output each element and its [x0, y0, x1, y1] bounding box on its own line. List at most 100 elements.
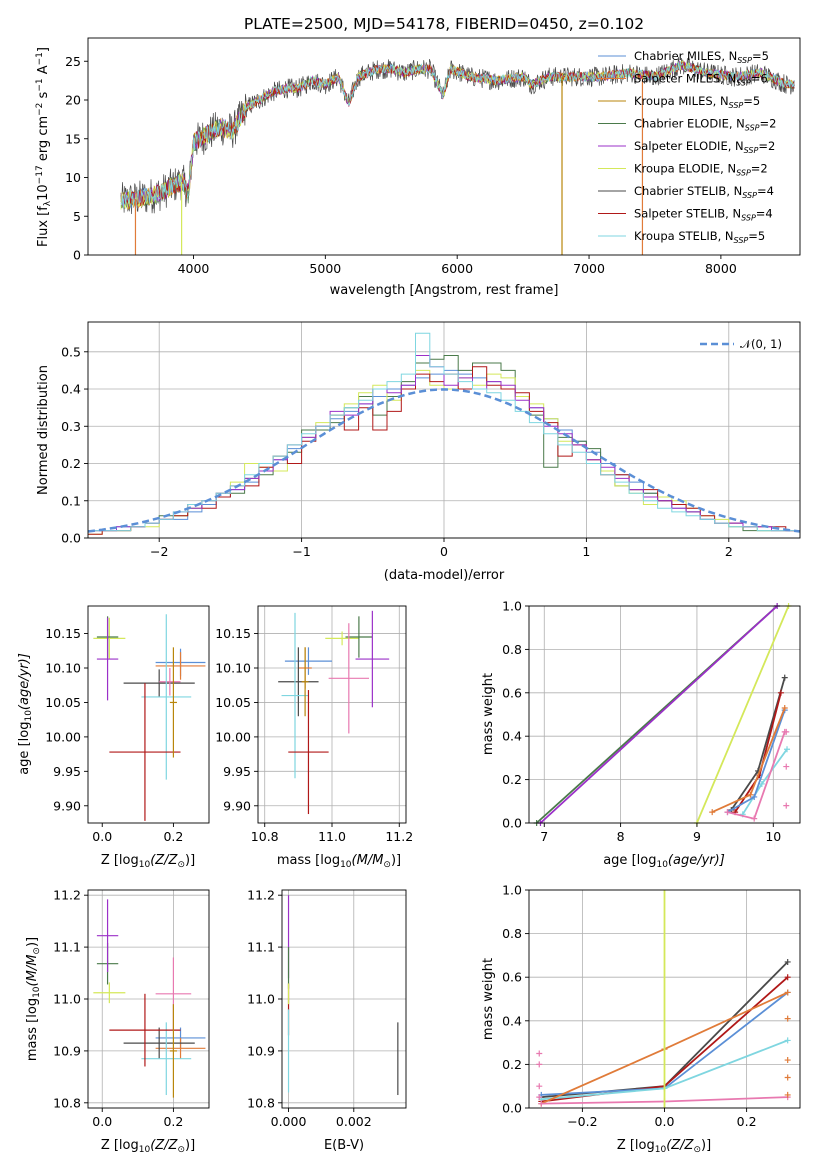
- legend-label: Salpeter MILES, NSSP=6: [634, 72, 768, 88]
- legend-label: Chabrier ELODIE, NSSP=2: [634, 117, 776, 133]
- x-tick-label: 11.2: [385, 829, 413, 844]
- weight-z-point: [536, 1094, 543, 1101]
- x-tick-label: 6000: [441, 261, 473, 276]
- y-tick-label: 10.9: [247, 1043, 275, 1058]
- weight-age-point: [747, 791, 754, 798]
- x-tick-label: 9: [693, 829, 701, 844]
- y-tick-label: 10.9: [53, 1043, 81, 1058]
- spectrum-ticks: 4000 5000 6000 7000 8000 0 5 10 15 20 25: [65, 54, 737, 276]
- spectrum-lines: [120, 56, 795, 255]
- mass-vs-ebv-grid: [282, 890, 406, 1108]
- legend-label: Salpeter STELIB, NSSP=4: [634, 207, 773, 223]
- age-vs-z-errorbars: [93, 614, 206, 821]
- spectrum-xlabel: wavelength [Angstrom, rest frame]: [330, 283, 559, 298]
- residual-legend: 𝒩(0, 1): [700, 337, 782, 351]
- legend-label: Salpeter ELODIE, NSSP=2: [634, 139, 775, 155]
- x-tick-label: 10.8: [251, 829, 279, 844]
- weight-age-point: [709, 809, 716, 816]
- weight-vs-age-lines: [533, 603, 792, 826]
- weight-age-point: [751, 815, 758, 822]
- y-tick-label: 0.4: [502, 729, 522, 744]
- y-tick-label: 25: [65, 54, 81, 69]
- y-tick-label: 0.0: [502, 816, 522, 831]
- spectrum-line-kroupa-miles: [120, 61, 795, 209]
- weight-z-point: [784, 1015, 791, 1022]
- age-vs-z-panel: 0.0 0.2 9.90 9.95 10.00 10.05 10.10 10.15 Z [lo…: [17, 605, 210, 870]
- mass-vs-ebv-panel: 0.000 0.002 10.8 10.9 11.0 11.1 11.2 E(B-V): [247, 888, 407, 1153]
- weight-vs-z-xlabel: Z [log10(Z/Z⊙)]: [617, 1138, 711, 1155]
- x-tick-label: 7000: [573, 261, 605, 276]
- weight-age-point: [751, 793, 758, 800]
- weight-age-point: [758, 780, 765, 787]
- y-tick-label: 10.10: [215, 661, 251, 676]
- y-tick-label: 10.00: [215, 729, 251, 744]
- y-tick-label: 0.1: [61, 493, 81, 508]
- weight-age-line: [727, 731, 786, 820]
- weight-vs-z-ticks: −0.2 0.0 0.2 0.0 0.2 0.4 0.6 0.8 1.0: [502, 883, 756, 1130]
- spectrum-legend: Chabrier MILES, NSSP=5 Salpeter MILES, NS…: [598, 49, 776, 245]
- weight-age-point: [781, 674, 788, 681]
- y-tick-label: 0.0: [61, 531, 81, 546]
- y-tick-label: 11.2: [53, 888, 81, 903]
- weight-age-point: [777, 689, 784, 696]
- y-tick-label: 11.0: [53, 992, 81, 1007]
- y-tick-label: 0.3: [61, 419, 81, 434]
- y-tick-label: 11.0: [247, 992, 275, 1007]
- x-tick-label: 10: [765, 829, 781, 844]
- y-tick-label: 15: [65, 131, 81, 146]
- y-tick-label: 1.0: [502, 599, 522, 614]
- age-vs-z-ylabel: age [log10(age/yr)]: [17, 653, 34, 775]
- legend-label: Kroupa MILES, NSSP=5: [634, 94, 760, 110]
- weight-age-point: [783, 763, 790, 770]
- mass-vs-z-ylabel: mass [log10(M/M⊙)]: [25, 937, 42, 1061]
- weight-z-point: [784, 1091, 791, 1098]
- weight-z-point: [536, 1050, 543, 1057]
- weight-vs-age-xlabel: age [log10(age/yr)]: [603, 853, 725, 870]
- mass-vs-ebv-xlabel: E(B-V): [324, 1138, 364, 1153]
- y-tick-label: 1.0: [502, 883, 522, 898]
- x-tick-label: 0.0: [655, 1114, 675, 1129]
- weight-z-point: [538, 1100, 545, 1107]
- weight-z-point: [784, 1074, 791, 1081]
- x-tick-label: 0.2: [163, 829, 183, 844]
- weight-z-point: [784, 989, 791, 996]
- mass-vs-ebv-errorbars: [287, 895, 399, 1096]
- y-tick-label: 0.4: [61, 382, 81, 397]
- x-tick-label: 5000: [309, 261, 341, 276]
- y-tick-label: 0.5: [61, 344, 81, 359]
- weight-z-point: [784, 1057, 791, 1064]
- weight-vs-age-ticks: 7 8 9 10 0.0 0.2 0.4 0.6 0.8 1.0: [502, 599, 781, 845]
- spectrum-line-kroupa-stelib: [120, 61, 795, 209]
- normal-legend-label: 𝒩(0, 1): [740, 337, 782, 351]
- y-tick-label: 9.90: [223, 798, 251, 813]
- y-tick-label: 9.90: [53, 798, 81, 813]
- x-tick-label: 0.2: [737, 1114, 757, 1129]
- y-tick-label: 10.05: [45, 695, 81, 710]
- y-tick-label: 5: [73, 209, 81, 224]
- weight-age-point: [783, 728, 790, 735]
- x-tick-label: 4000: [178, 261, 210, 276]
- y-tick-label: 11.2: [247, 888, 275, 903]
- x-tick-label: −1: [292, 544, 310, 559]
- y-tick-label: 0.2: [502, 772, 522, 787]
- x-tick-label: 1: [582, 544, 590, 559]
- weight-z-point: [536, 1061, 543, 1068]
- legend-label: Kroupa STELIB, NSSP=5: [634, 229, 765, 245]
- weight-vs-age-ylabel: mass weight: [481, 673, 496, 755]
- y-tick-label: 10.8: [247, 1095, 275, 1110]
- age-vs-z-ticks: 0.0 0.2 9.90 9.95 10.00 10.05 10.10 10.15: [45, 626, 183, 844]
- legend-label: Chabrier STELIB, NSSP=4: [634, 184, 774, 200]
- age-vs-z-frame: [87, 605, 210, 824]
- y-tick-label: 9.95: [223, 764, 251, 779]
- y-tick-label: 11.1: [53, 940, 81, 955]
- y-tick-label: 10.15: [45, 626, 81, 641]
- spectrum-panel: PLATE=2500, MJD=54178, FIBERID=0450, z=0…: [35, 15, 801, 298]
- y-tick-label: 0.6: [502, 685, 522, 700]
- x-tick-label: 2: [725, 544, 733, 559]
- weight-age-point: [724, 809, 731, 816]
- residual-histograms: [87, 332, 801, 535]
- weight-z-point: [784, 974, 791, 981]
- y-tick-label: 10.00: [45, 729, 81, 744]
- weight-vs-z-panel: −0.2 0.0 0.2 0.0 0.2 0.4 0.6 0.8 1.0 Z [log10(Z/…: [481, 883, 801, 1155]
- y-tick-label: 0.8: [502, 926, 522, 941]
